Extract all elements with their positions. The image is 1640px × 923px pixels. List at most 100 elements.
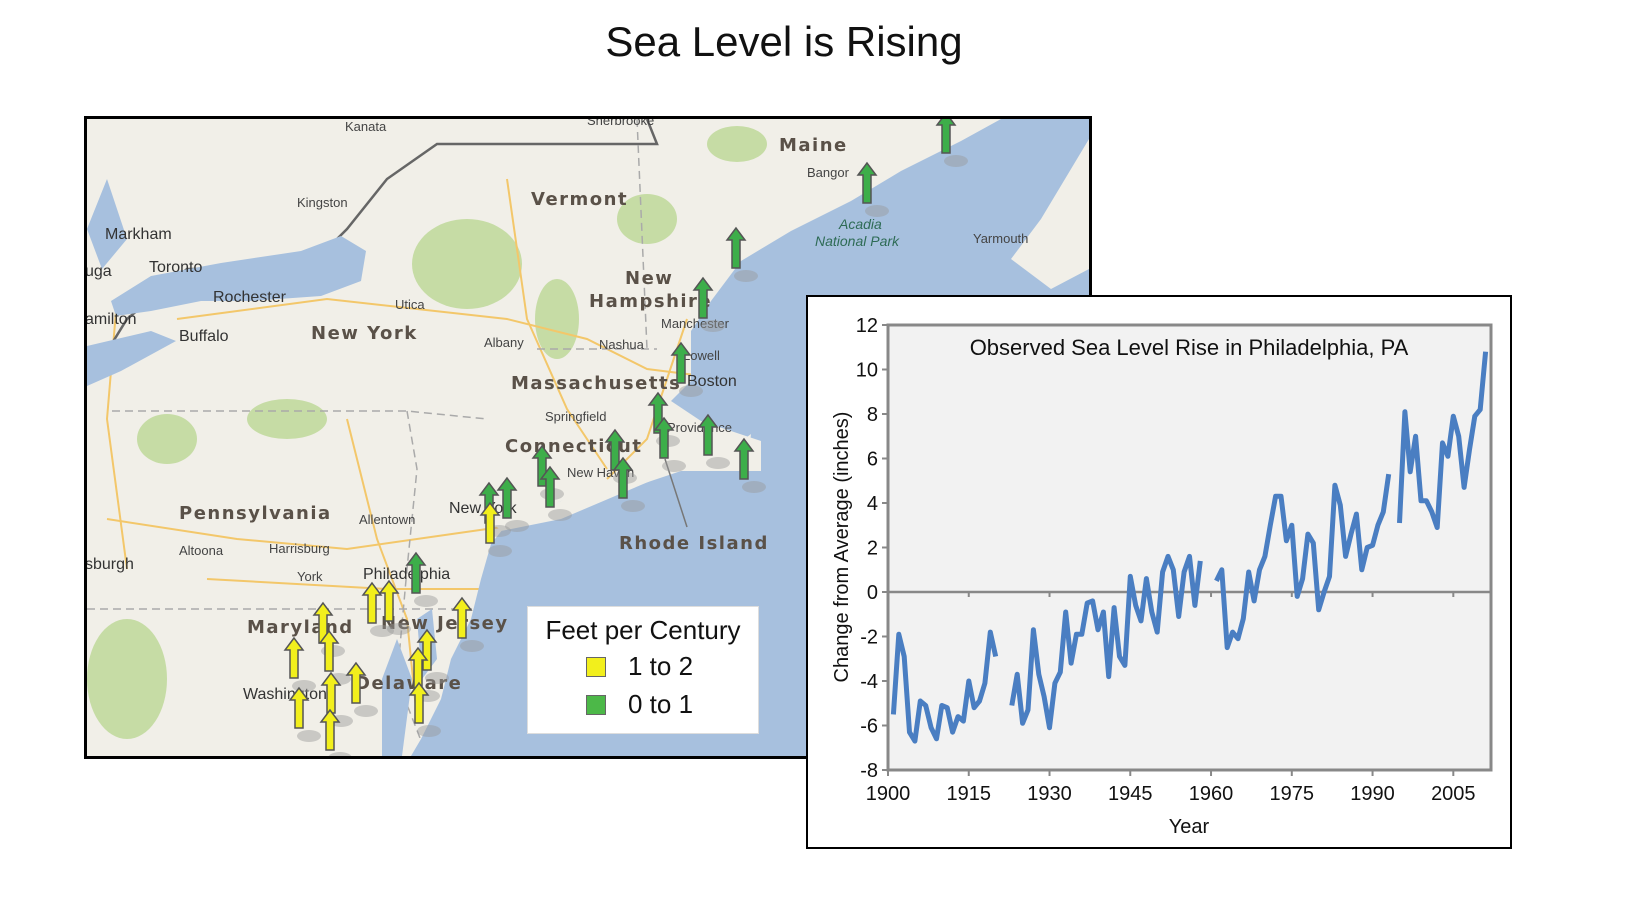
x-tick-label: 1990 (1350, 783, 1395, 805)
label-manchester: Manchester (661, 316, 730, 331)
label-acadia-park: National Park (815, 233, 900, 249)
label-rhode-island: Rhode Island (619, 533, 769, 554)
label-massachusetts: Massachusetts (511, 373, 681, 394)
x-tick-label: 1900 (866, 783, 911, 805)
label-kingston: Kingston (297, 195, 348, 210)
label-new-jersey: New Jersey (381, 613, 509, 634)
label-albany: Albany (484, 335, 524, 350)
label-markham: Markham (105, 226, 172, 243)
legend-swatch-yellow (586, 656, 606, 677)
forest-areas (87, 126, 767, 739)
marker-arrow-green[interactable] (612, 456, 645, 512)
x-tick-label: 1975 (1270, 783, 1315, 805)
chart-canvas: -8 -6 -4 -2 0 2 4 6 8 10 12 1900 1915 1930 1945 1960 197… (831, 315, 1493, 838)
legend-swatch-green (586, 694, 606, 715)
sea-level-line-segment (1009, 553, 1203, 731)
label-new-hampshire-2: Hampshire (589, 291, 712, 312)
marker-arrow-yellow[interactable] (451, 596, 484, 652)
sea-level-line-segment (1397, 351, 1489, 530)
sea-level-line-segment (1214, 473, 1392, 651)
marker-arrow-yellow[interactable] (408, 681, 441, 737)
y-tick-label: 6 (867, 449, 878, 471)
label-mississauga: uga (87, 263, 112, 280)
label-lowell: Lowell (683, 348, 720, 363)
marker-arrow-yellow[interactable] (319, 708, 352, 756)
legend-item-high: 1 to 2 (586, 651, 693, 682)
rhode-island-pointer (664, 458, 688, 528)
marker-arrow-yellow[interactable] (283, 636, 316, 692)
x-tick-label: 1930 (1027, 783, 1072, 805)
label-buffalo: Buffalo (179, 328, 229, 345)
legend-label: 1 to 2 (628, 651, 694, 681)
y-tick-label: -2 (860, 627, 878, 649)
chart-title: Observed Sea Level Rise in Philadelphia,… (970, 335, 1409, 360)
marker-arrow-yellow[interactable] (378, 579, 411, 635)
marker-arrow-green[interactable] (725, 226, 758, 282)
sea-level-chart: -8 -6 -4 -2 0 2 4 6 8 10 12 1900 1915 1930 1945 1960 197… (806, 295, 1512, 849)
label-boston: Boston (687, 373, 737, 390)
label-maine: Maine (779, 135, 848, 156)
label-hamilton: amilton (87, 311, 137, 328)
x-tick-label: 1960 (1189, 783, 1234, 805)
label-utica: Utica (395, 297, 425, 312)
x-tick-label: 1945 (1108, 783, 1153, 805)
marker-arrow-yellow[interactable] (361, 581, 394, 637)
marker-arrow-yellow[interactable] (479, 501, 512, 557)
y-tick-label: -4 (860, 671, 878, 693)
marker-arrow-green[interactable] (496, 476, 529, 532)
label-toronto: Toronto (149, 259, 202, 276)
label-nashua: Nashua (599, 337, 645, 352)
label-kanata: Kanata (345, 119, 387, 134)
label-rochester: Rochester (213, 289, 287, 306)
marker-arrow-yellow[interactable] (345, 661, 378, 717)
label-maryland: Maryland (247, 617, 354, 638)
y-tick-label: -6 (860, 716, 878, 738)
x-axis-label: Year (1169, 816, 1210, 838)
marker-arrow-green[interactable] (539, 465, 572, 521)
label-bangor: Bangor (807, 165, 850, 180)
label-acadia: Acadia (838, 216, 882, 232)
label-springfield: Springfield (545, 409, 606, 424)
y-tick-label: 10 (856, 360, 878, 382)
x-tick-label: 2005 (1431, 783, 1476, 805)
y-axis-label: Change from Average (inches) (831, 412, 853, 683)
legend-label: 0 to 1 (628, 689, 694, 719)
label-new-york-state: New York (311, 323, 418, 344)
marker-arrow-green[interactable] (697, 413, 730, 469)
label-allentown: Allentown (359, 512, 415, 527)
label-new-hampshire-1: New (625, 268, 673, 289)
label-yarmouth: Yarmouth (973, 231, 1028, 246)
y-tick-label: 4 (867, 493, 878, 515)
marker-arrow-green[interactable] (405, 551, 438, 607)
marker-arrow-green[interactable] (856, 161, 889, 217)
map-legend: Feet per Century 1 to 2 0 to 1 (527, 606, 759, 734)
label-altoona: Altoona (179, 543, 224, 558)
tide-gauge-markers (283, 119, 968, 756)
label-new-york-city: New York (449, 500, 518, 517)
label-vermont: Vermont (531, 189, 628, 210)
y-tick-label: 0 (867, 582, 878, 604)
marker-arrow-green[interactable] (935, 119, 968, 167)
legend-item-low: 0 to 1 (586, 689, 693, 720)
y-tick-label: 12 (856, 315, 878, 337)
y-tick-label: 2 (867, 538, 878, 560)
y-tick-label: -8 (860, 760, 878, 782)
legend-title: Feet per Century (545, 615, 741, 645)
marker-arrow-yellow[interactable] (288, 686, 321, 742)
label-sherbrooke: Sherbrooke (587, 119, 654, 128)
label-pennsylvania: Pennsylvania (179, 503, 332, 524)
marker-arrow-green[interactable] (692, 276, 725, 332)
label-pittsburgh: sburgh (87, 556, 134, 573)
label-harrisburg: Harrisburg (269, 541, 330, 556)
marker-arrow-green[interactable] (653, 416, 686, 472)
marker-arrow-yellow[interactable] (318, 629, 351, 685)
label-philadelphia: Philadelphia (363, 566, 450, 583)
sea-level-line-segment (890, 629, 999, 744)
marker-arrow-green[interactable] (670, 341, 703, 397)
page-title: Sea Level is Rising (605, 18, 963, 65)
state-borders (87, 119, 657, 756)
marker-arrow-green[interactable] (733, 437, 766, 493)
marker-arrow-yellow[interactable] (416, 628, 449, 684)
label-york: York (297, 569, 323, 584)
y-tick-label: 8 (867, 404, 878, 426)
